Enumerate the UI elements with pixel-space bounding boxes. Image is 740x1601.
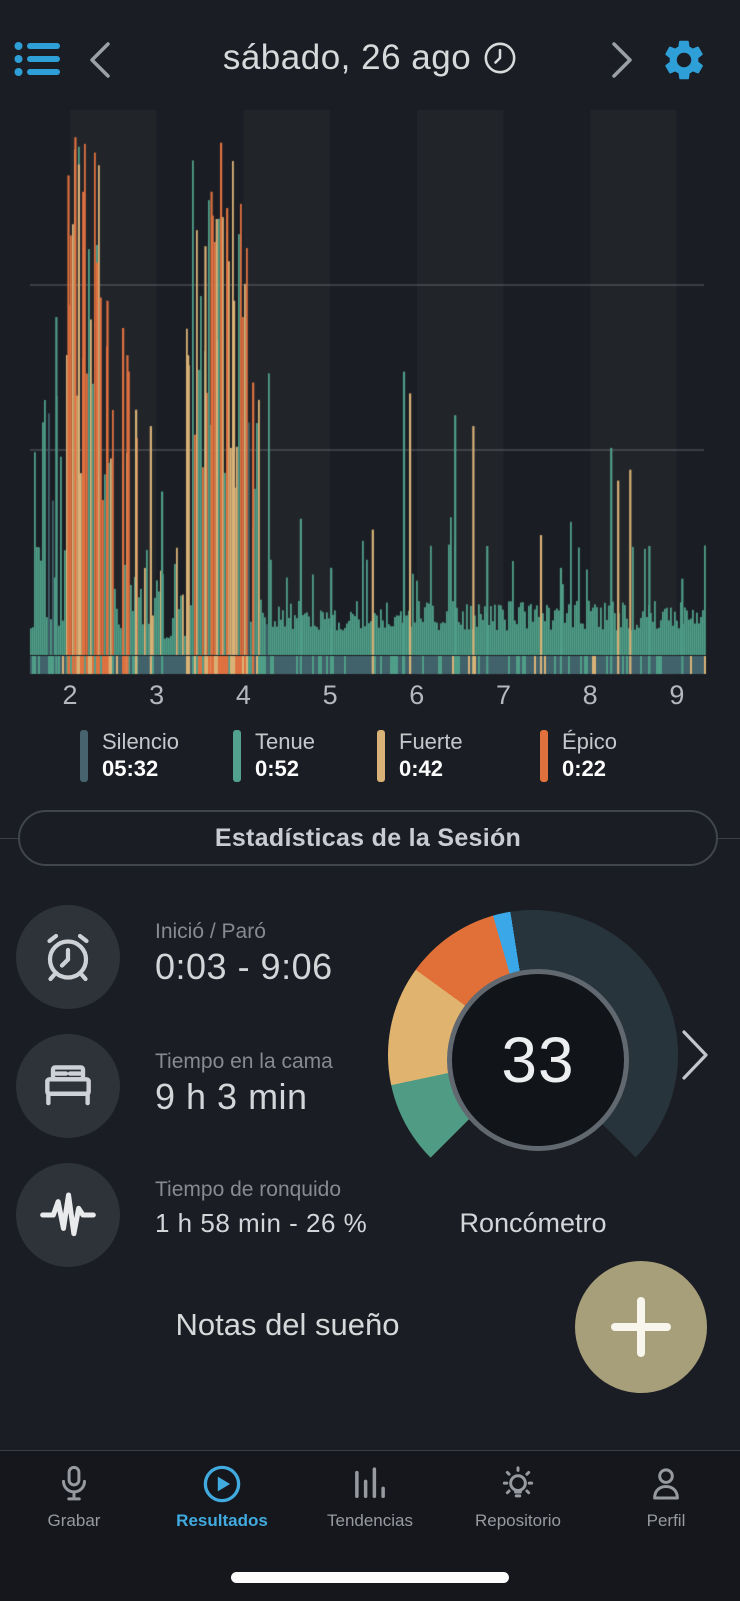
x-axis-tick: 9	[669, 680, 685, 710]
date-title: sábado, 26 ago	[222, 38, 472, 77]
play-circle-icon	[201, 1463, 243, 1505]
x-axis-tick: 7	[495, 680, 512, 710]
legend-item-epico: Épico 0:22	[540, 728, 617, 782]
snore-score-label: Roncómetro	[459, 1208, 607, 1238]
tab-tendencias[interactable]: Tendencias	[296, 1451, 444, 1601]
silencio-swatch	[80, 730, 88, 782]
sleep-notes-label: Notas del sueño	[175, 1307, 400, 1342]
x-axis-tick: 2	[62, 680, 78, 710]
sleep-notes-row: Notas del sueño	[0, 1255, 740, 1405]
clock-icon	[483, 41, 517, 75]
lightbulb-icon	[497, 1463, 539, 1505]
stat-value-start-stop: 0:03 - 9:06	[155, 946, 333, 987]
session-stats-button[interactable]: Estadísticas de la Sesión	[18, 810, 718, 866]
tab-resultados[interactable]: Resultados	[148, 1451, 296, 1601]
snore-score-circle: 33	[447, 969, 629, 1151]
add-sleep-note-button[interactable]	[575, 1261, 707, 1393]
bar-chart-icon	[349, 1463, 391, 1505]
snore-score-value: 33	[501, 1024, 575, 1096]
x-axis-tick: 3	[149, 680, 165, 710]
stat-value-snore-time: 1 h 58 min - 26 %	[155, 1208, 368, 1238]
noise-legend: Silencio 05:32 Tenue 0:52 Fuerte 0:42 Ép…	[0, 728, 740, 798]
stat-label-snore-time: Tiempo de ronquido	[155, 1178, 342, 1201]
legend-item-tenue: Tenue 0:52	[233, 728, 315, 782]
person-icon	[645, 1463, 687, 1505]
tab-repositorio[interactable]: Repositorio	[444, 1451, 592, 1601]
stat-label-time-in-bed: Tiempo en la cama	[155, 1050, 333, 1073]
epico-swatch	[540, 730, 548, 782]
legend-item-silencio: Silencio 05:32	[80, 728, 179, 782]
x-axis-tick: 8	[582, 680, 598, 710]
home-indicator[interactable]	[231, 1572, 509, 1583]
tab-grabar[interactable]: Grabar	[0, 1451, 148, 1601]
settings-gear-icon[interactable]	[660, 36, 708, 84]
session-stats-header: Estadísticas de la Sesión	[0, 808, 740, 870]
tenue-swatch	[233, 730, 241, 782]
session-sound-chart[interactable]	[0, 110, 740, 676]
bed-icon	[16, 1034, 120, 1138]
fuerte-swatch	[377, 730, 385, 782]
top-nav-bar: sábado, 26 ago	[0, 0, 740, 110]
session-chart-area: 2 3 4 5 6 7 8 9	[0, 110, 740, 715]
x-axis-tick: 4	[235, 680, 251, 710]
microphone-icon	[53, 1463, 95, 1505]
stat-label-start-stop: Inició / Paró	[155, 920, 266, 943]
x-axis-tick: 5	[322, 680, 338, 710]
chart-x-axis: 2 3 4 5 6 7 8 9	[0, 680, 740, 716]
stat-value-time-in-bed: 9 h 3 min	[155, 1076, 308, 1117]
alarm-clock-icon	[16, 905, 120, 1009]
stats-section: Inició / Paró 0:03 - 9:06 Tiempo en la c…	[0, 880, 740, 1267]
previous-day-button[interactable]	[84, 40, 118, 80]
waveform-icon	[16, 1163, 120, 1267]
session-list-icon[interactable]	[14, 40, 60, 78]
next-day-button[interactable]	[604, 40, 638, 80]
tab-perfil[interactable]: Perfil	[592, 1451, 740, 1601]
stats-detail-chevron[interactable]	[676, 1026, 714, 1084]
legend-item-fuerte: Fuerte 0:42	[377, 728, 463, 782]
x-axis-tick: 6	[409, 680, 425, 710]
